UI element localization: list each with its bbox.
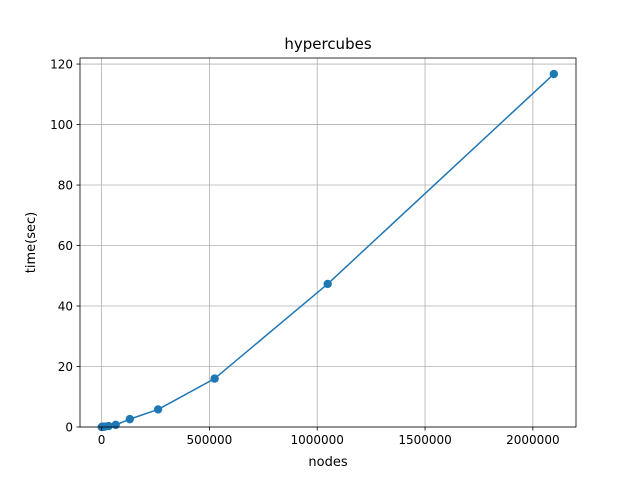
x-tick-label: 500000 <box>186 433 232 447</box>
y-tick-label: 100 <box>50 118 73 132</box>
data-point <box>104 421 113 431</box>
y-tick-label: 80 <box>58 178 73 192</box>
y-tick-label: 20 <box>58 360 73 374</box>
y-tick-label: 0 <box>65 420 73 434</box>
data-point <box>153 405 163 414</box>
x-tick-label: 1000000 <box>290 433 343 447</box>
x-tick-label: 0 <box>98 433 106 447</box>
y-axis-label: time(sec) <box>24 212 39 273</box>
data-point <box>210 374 219 383</box>
y-tick-label: 60 <box>58 239 73 253</box>
data-point <box>323 279 332 289</box>
x-tick-label: 1500000 <box>398 433 451 447</box>
axis-ticks: 0 500000 1000000 1500000 2000000 0 20 40 60 80 100… <box>50 57 560 447</box>
plot-area-frame <box>79 57 577 428</box>
x-tick-label: 2000000 <box>506 433 559 447</box>
x-axis-label: nodes <box>308 455 347 470</box>
data-point <box>111 420 120 430</box>
chart-title: hypercubes <box>284 35 371 53</box>
data-point <box>549 69 559 79</box>
y-tick-label: 40 <box>58 299 73 313</box>
data-point <box>125 414 135 424</box>
y-tick-label: 120 <box>50 57 73 71</box>
